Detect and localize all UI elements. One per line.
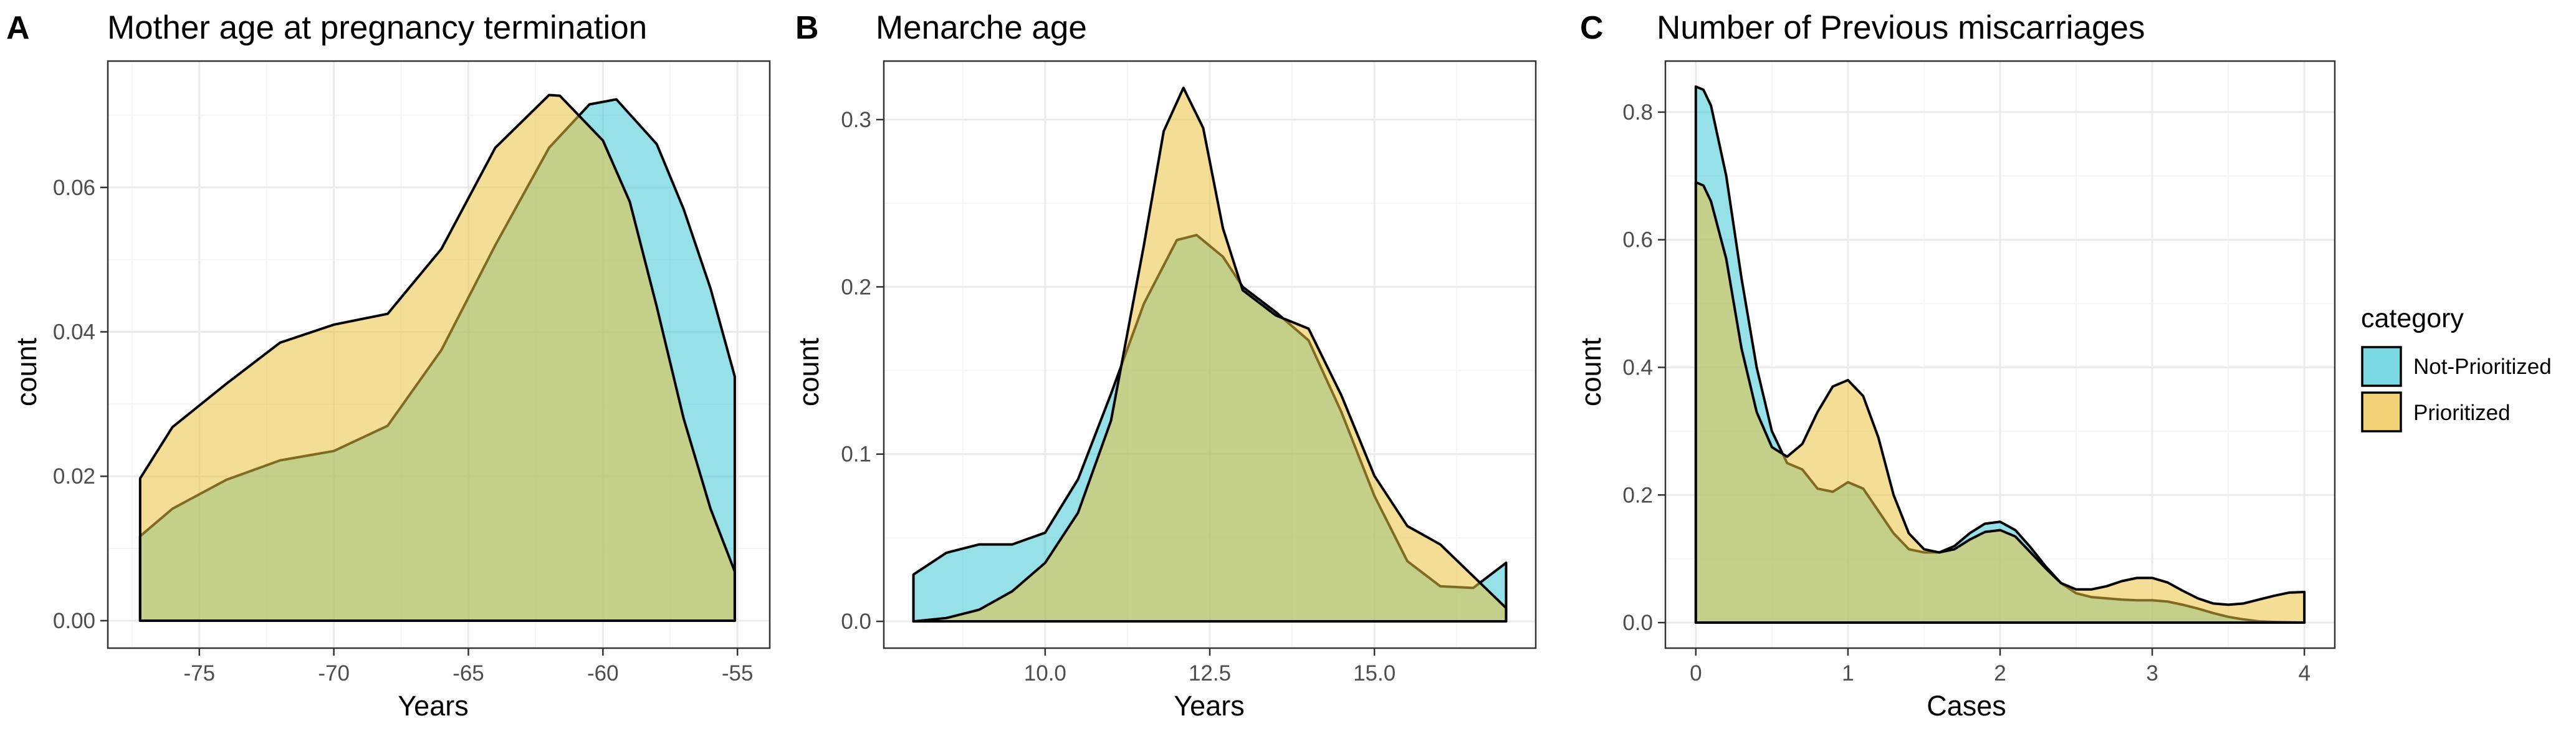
- panel-c-y-axis-label: count: [1575, 337, 1607, 406]
- panel-b-letter: B: [795, 10, 819, 46]
- panel-a: A Mother age at pregnancy termination -7…: [6, 9, 771, 722]
- panel-c-x-tick-label: 1: [1842, 661, 1854, 686]
- panel-c-x-axis-label: Cases: [1927, 690, 2006, 722]
- panel-a-x-tick-label: -70: [318, 661, 350, 686]
- panel-c-x-tick-label: 3: [2146, 661, 2158, 686]
- panel-a-x-tick-label: -65: [452, 661, 484, 686]
- panel-c: C Number of Previous miscarriages 0 1 2 3 40…: [1575, 9, 2336, 722]
- panel-a-x-tick-label: -75: [183, 661, 215, 686]
- panel-b-density-prioritized: [912, 86, 1508, 623]
- panel-c-title: Number of Previous miscarriages: [1657, 9, 2145, 46]
- panel-b-plot-area: 10.0 12.5 15.0 0.0 0.1 0.2 0.3: [841, 60, 1537, 686]
- panel-a-title: Mother age at pregnancy termination: [107, 9, 647, 46]
- panel-a-y-tick-label: 0.06: [53, 176, 95, 200]
- panel-b-x-axis-label: Years: [1174, 690, 1244, 722]
- panel-b-y-tick-label: 0.1: [841, 442, 871, 467]
- panel-b-x-tick-label: 10.0: [1024, 661, 1066, 686]
- panel-a-letter: A: [6, 10, 30, 46]
- legend-label-not-prioritized: Not-Prioritized: [2413, 355, 2552, 379]
- panel-c-y-tick-label: 0.4: [1622, 355, 1653, 380]
- legend-key-not-prioritized: [2361, 346, 2402, 387]
- panel-b-y-tick-label: 0.0: [841, 609, 871, 634]
- panel-a-density-prioritized: [138, 93, 736, 622]
- panel-a-y-axis-label: count: [11, 337, 42, 406]
- panel-a-x-axis-label: Years: [398, 690, 468, 722]
- panel-c-x-tick-label: 0: [1690, 661, 1702, 686]
- panel-a-y-tick-label: 0.00: [53, 609, 95, 633]
- panel-a-y-tick-label: 0.02: [53, 464, 95, 489]
- legend: category Not-Prioritized Prioritized: [2361, 303, 2552, 433]
- panel-c-y-tick-label: 0.8: [1622, 100, 1653, 125]
- panel-a-plot-area: -75 -70 -65 -60 -55 0.00 0.02 0.04 0.06: [53, 60, 771, 686]
- panel-c-x-tick-label: 2: [1994, 661, 2006, 686]
- legend-key-prioritized: [2361, 391, 2402, 433]
- panel-c-y-tick-label: 0.6: [1622, 228, 1653, 252]
- panel-c-letter: C: [1580, 10, 1604, 46]
- panel-c-plot-area: 0 1 2 3 4 0.0 0.2 0.4 0.6 0.8: [1622, 60, 2336, 686]
- legend-label-prioritized: Prioritized: [2413, 401, 2511, 425]
- panel-c-x-tick-label: 4: [2298, 661, 2310, 686]
- panel-c-y-tick-label: 0.0: [1622, 611, 1653, 635]
- panel-b-y-tick-label: 0.2: [841, 275, 871, 299]
- panel-b-x-tick-label: 15.0: [1353, 661, 1396, 686]
- panel-b-x-tick-label: 12.5: [1189, 661, 1231, 686]
- legend-title: category: [2361, 303, 2464, 333]
- panel-c-y-tick-label: 0.2: [1622, 483, 1653, 507]
- panel-c-density-prioritized: [1694, 181, 2306, 624]
- panel-b: B Menarche age 10.0 12.5 15.00.00.10.20.3 …: [793, 9, 1537, 722]
- panel-a-frame: [107, 60, 771, 649]
- panel-b-y-axis-label: count: [793, 337, 825, 406]
- panel-b-title: Menarche age: [876, 9, 1087, 46]
- panel-a-x-tick-label: -60: [587, 661, 619, 686]
- panel-b-y-tick-label: 0.3: [841, 108, 871, 132]
- panel-a-x-tick-label: -55: [722, 661, 754, 686]
- panel-a-y-tick-label: 0.04: [53, 320, 95, 345]
